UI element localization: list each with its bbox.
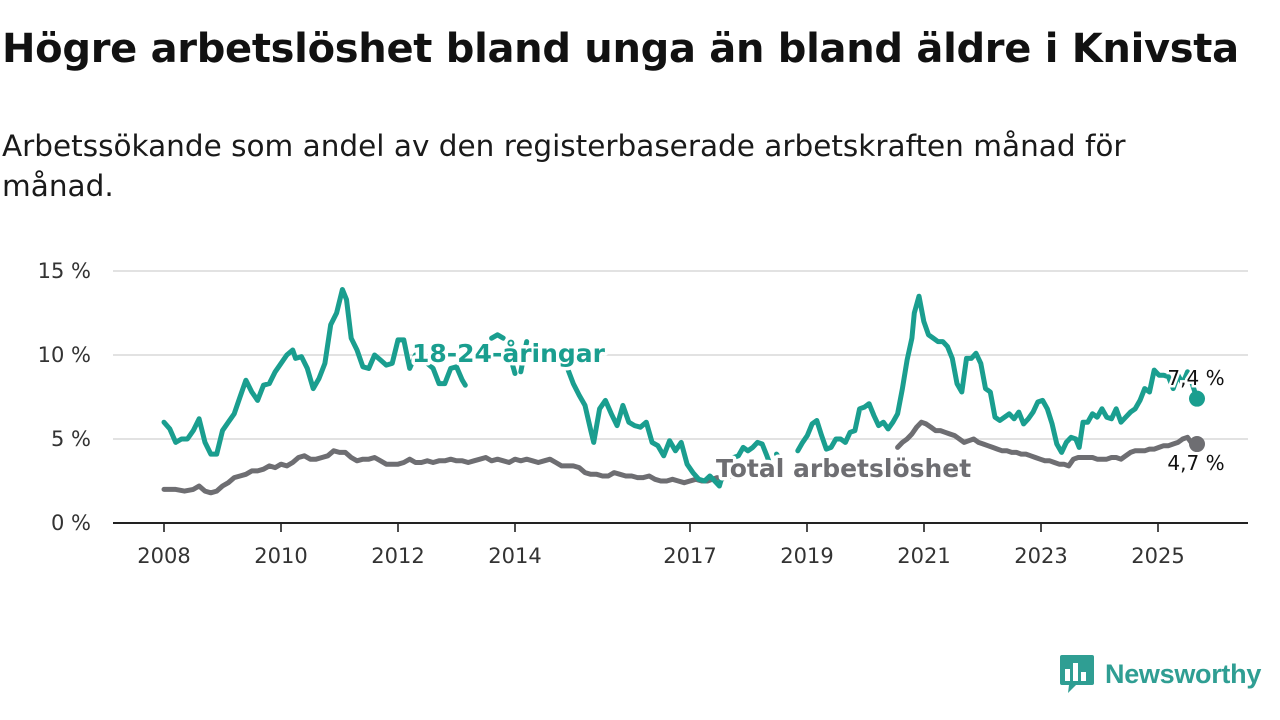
y-axis-tick-labels: 0 % 5 % 10 % 15 %: [38, 259, 91, 535]
youth-series-line: [489, 332, 506, 341]
series-labels: 18-24-åringar Total arbetslöshet 7,4 % 4,7 …: [409, 336, 1228, 487]
total-series-label: Total arbetslöshet: [716, 454, 971, 483]
total-end-value-label: 4,7 %: [1167, 451, 1224, 475]
total-series-line: [161, 448, 775, 496]
total-end-point: [1189, 436, 1205, 453]
x-tick-label: 2008: [137, 544, 190, 568]
youth-series-label: 18-24-åringar: [412, 339, 606, 368]
youth-end-point: [1189, 390, 1205, 407]
y-tick-label: 15 %: [38, 259, 91, 283]
newsworthy-logo-icon: [1060, 655, 1094, 693]
x-tick-label: 2017: [663, 544, 716, 568]
series-lines: [161, 287, 1205, 496]
x-tick-label: 2012: [371, 544, 424, 568]
total-series-line: [895, 419, 1200, 469]
y-tick-label: 0 %: [51, 511, 91, 535]
youth-end-value-label: 7,4 %: [1167, 366, 1224, 390]
youth-series-line: [774, 451, 784, 464]
x-tick-label: 2014: [488, 544, 541, 568]
youth-series-line: [509, 360, 518, 376]
x-tick-label: 2025: [1131, 544, 1184, 568]
youth-series-line: [565, 365, 772, 489]
chart-title: Högre arbetslöshet bland unga än bland ä…: [2, 26, 1239, 72]
youth-series-line: [795, 293, 1200, 455]
newsworthy-logo: Newsworthy: [1059, 653, 1261, 695]
youth-series-line: [518, 339, 530, 375]
chart-subtitle: Arbetssökande som andel av den registerb…: [2, 129, 1126, 203]
youth-series-line: [161, 287, 468, 457]
x-tick-label: 2023: [1014, 544, 1067, 568]
x-axis: 2008 2010 2012 2014 2017 2019 2021 2023 2025: [113, 522, 1248, 568]
y-tick-label: 10 %: [38, 343, 91, 367]
y-tick-label: 5 %: [51, 427, 91, 451]
x-tick-label: 2021: [897, 544, 950, 568]
x-tick-label: 2010: [254, 544, 307, 568]
x-tick-label: 2019: [780, 544, 833, 568]
grid-lines: [113, 270, 1248, 440]
newsworthy-logo-text: Newsworthy: [1105, 658, 1262, 689]
